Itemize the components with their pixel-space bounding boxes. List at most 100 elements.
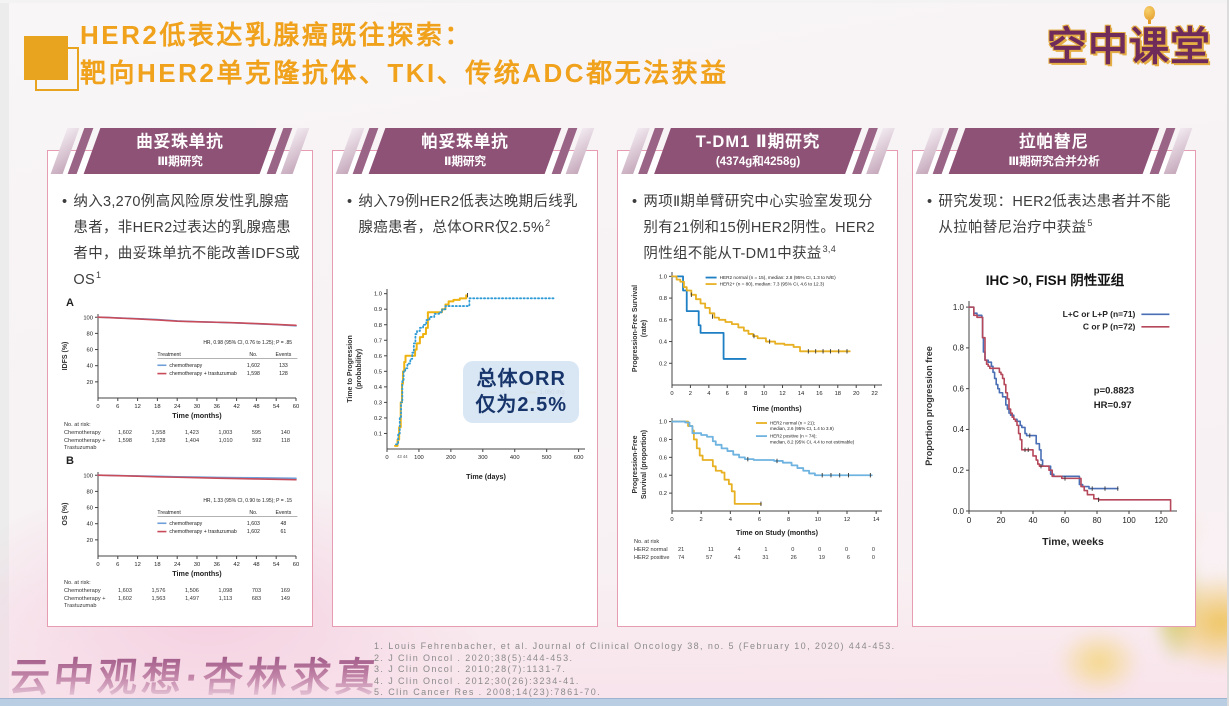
- panel-title: 帕妥珠单抗: [421, 133, 509, 152]
- panel-pertuzumab: 帕妥珠单抗 Ⅱ期研究 • 纳入79例HER2低表达晚期后线乳腺癌患者，总体ORR…: [332, 128, 598, 627]
- bullet-item: • 两项Ⅱ期单臂研究中心实验室发现分别有21例和15例HER2阴性。HER2阴性…: [630, 189, 887, 267]
- panel-title: T-DM1 Ⅱ期研究: [695, 133, 820, 152]
- window-edge-right: [1227, 0, 1229, 706]
- svg-text:12: 12: [134, 404, 140, 410]
- chart-label-a: A: [66, 297, 74, 310]
- svg-text:48: 48: [281, 521, 287, 527]
- bullet-citation: 3,4: [822, 244, 837, 255]
- svg-text:Events: Events: [275, 352, 291, 358]
- svg-text:54: 54: [273, 404, 280, 410]
- svg-text:0.6: 0.6: [659, 318, 667, 324]
- svg-text:40: 40: [87, 522, 93, 528]
- risk-table-tdm1: No. at risk HER2 normal 21 11 4 1 0 0 0 0 HER2 pos…: [634, 539, 875, 561]
- km-chart-os: 0 6 12 18 24 30 36 42 48 54 60 20 40 60 80 100 Time (mon…: [60, 468, 306, 578]
- svg-text:1,602: 1,602: [247, 530, 260, 536]
- svg-text:0.6: 0.6: [953, 385, 965, 394]
- svg-text:133: 133: [279, 363, 288, 369]
- banner-center: 曲妥珠单抗 Ⅲ期研究: [83, 128, 277, 174]
- panel-subtitle: Ⅲ期研究合并分析: [1008, 155, 1100, 168]
- svg-text:HER2+ (n = 80), median: 7.3 (9: HER2+ (n = 80), median: 7.3 (95% CI, 4.6…: [720, 282, 825, 287]
- svg-text:600: 600: [574, 455, 584, 461]
- svg-text:OS (%): OS (%): [62, 503, 69, 526]
- svg-text:500: 500: [542, 455, 552, 461]
- svg-text:chemotherapy + trastuzumab: chemotherapy + trastuzumab: [169, 372, 236, 378]
- reference-line: 1. Louis Fehrenbacher, et al. Journal of…: [374, 641, 896, 651]
- svg-text:24: 24: [174, 562, 181, 568]
- svg-text:Time (months): Time (months): [172, 569, 222, 578]
- svg-text:300: 300: [478, 455, 488, 461]
- bullet-citation: 5: [1087, 218, 1093, 229]
- svg-text:chemotherapy + trastuzumab: chemotherapy + trastuzumab: [169, 530, 236, 536]
- svg-text:14: 14: [873, 517, 880, 523]
- svg-text:42: 42: [233, 562, 239, 568]
- svg-text:(rate): (rate): [641, 320, 648, 338]
- svg-text:48: 48: [253, 562, 259, 568]
- panel-banner: 帕妥珠单抗 Ⅱ期研究: [335, 128, 595, 174]
- svg-text:18: 18: [154, 404, 160, 410]
- panel-title: 拉帕替尼: [1019, 133, 1089, 152]
- window-edge-left: [0, 0, 9, 706]
- svg-text:60: 60: [293, 404, 299, 410]
- reference-line: 3. J Clin Oncol . 2010;28(7):1131-7.: [374, 664, 567, 675]
- bullet-citation: 1: [95, 270, 102, 281]
- lapatinib-km-chart: 0 20 40 60 80 100 120 0.0 0.2 0.4 0.6 0.8 1.0 Time, w…: [925, 295, 1189, 547]
- svg-text:0.8: 0.8: [659, 296, 667, 302]
- svg-text:0.4: 0.4: [659, 340, 668, 346]
- tdm1-pfs-chart-1: 0 2 4 6 8 10 12 14 16 18 20 22 0.2 0.4 0.6 0.8 1.0 Time (…: [630, 267, 892, 413]
- svg-text:4: 4: [707, 391, 711, 397]
- bullet-item: • 纳入79例HER2低表达晚期后线乳腺癌患者，总体ORR仅2.5%2: [345, 189, 587, 241]
- slide-title: HER2低表达乳腺癌既往探索： 靶向HER2单克隆抗体、TKI、传统ADC都无法…: [80, 16, 729, 92]
- svg-text:12: 12: [844, 517, 850, 523]
- svg-text:16: 16: [816, 391, 822, 397]
- banner-center: T-DM1 Ⅱ期研究 (4374g和4258g): [653, 128, 862, 174]
- balloon-icon: [1144, 6, 1155, 24]
- bullet-text: 两项Ⅱ期单臂研究中心实验室发现分别有21例和15例HER2阴性。HER2阴性组不…: [643, 194, 876, 263]
- svg-text:1,602: 1,602: [247, 363, 260, 369]
- svg-text:Treatment: Treatment: [157, 510, 181, 516]
- svg-text:80: 80: [87, 490, 93, 496]
- title-square-icon: [24, 36, 84, 96]
- svg-text:100: 100: [83, 474, 93, 480]
- svg-text:4: 4: [729, 517, 733, 523]
- bullet-item: • 纳入3,270例高风险原发性乳腺癌患者，非HER2过表达的乳腺癌患者中，曲妥…: [60, 189, 302, 293]
- svg-text:0.4: 0.4: [659, 474, 668, 480]
- svg-text:Time, weeks: Time, weeks: [1042, 536, 1104, 547]
- svg-text:0: 0: [96, 404, 99, 410]
- svg-text:HER2 normal (n = 15), median:: HER2 normal (n = 15), median: 2.8 (95% C…: [720, 275, 837, 280]
- panel-lapatinib: 拉帕替尼 Ⅲ期研究合并分析 • 研究发现：HER2低表达患者并不能从拉帕替尼治疗…: [912, 128, 1196, 627]
- svg-text:0: 0: [670, 391, 673, 397]
- svg-text:Proportion progression free: Proportion progression free: [925, 346, 934, 466]
- bullet-text: 纳入79例HER2低表达晚期后线乳腺癌患者，总体ORR仅2.5%: [358, 194, 578, 237]
- banner-center: 帕妥珠单抗 Ⅱ期研究: [368, 128, 562, 174]
- panel-banner: 拉帕替尼 Ⅲ期研究合并分析: [915, 128, 1193, 174]
- svg-text:Time on Study (months): Time on Study (months): [736, 528, 819, 537]
- svg-text:1.0: 1.0: [659, 420, 667, 426]
- svg-text:0.4: 0.4: [953, 425, 965, 434]
- svg-text:0.1: 0.1: [374, 432, 382, 438]
- svg-text:18: 18: [835, 391, 841, 397]
- bullet-text: 纳入3,270例高风险原发性乳腺癌患者，非HER2过表达的乳腺癌患者中，曲妥珠单…: [73, 194, 301, 289]
- svg-text:54: 54: [273, 562, 280, 568]
- references: 1. Louis Fehrenbacher, et al. Journal of…: [374, 641, 896, 699]
- svg-text:0.9: 0.9: [374, 307, 382, 313]
- svg-text:(probability): (probability): [356, 349, 363, 389]
- svg-text:100: 100: [414, 455, 424, 461]
- panel-subtitle: Ⅲ期研究: [157, 155, 203, 168]
- panel-subtitle: (4374g和4258g): [715, 155, 800, 168]
- svg-text:HR, 0.98 (95% CI, 0.76 to 1.25: HR, 0.98 (95% CI, 0.76 to 1.25); P = .85: [203, 341, 292, 347]
- svg-text:400: 400: [510, 455, 520, 461]
- svg-text:30: 30: [194, 562, 200, 568]
- svg-text:20: 20: [853, 391, 859, 397]
- orr-callout-line2: 仅为2.5%: [475, 394, 568, 417]
- svg-text:24: 24: [174, 404, 181, 410]
- km-chart-idfs: 0 6 12 18 24 30 36 42 48 54 60 20 40 60 80 100 Time (mon…: [60, 310, 306, 420]
- bullet-dot: •: [62, 194, 68, 210]
- svg-text:HER2 normal (n = 21);: HER2 normal (n = 21);: [770, 421, 815, 426]
- panel-banner: T-DM1 Ⅱ期研究 (4374g和4258g): [620, 128, 895, 174]
- svg-text:0.0: 0.0: [953, 507, 965, 516]
- svg-text:HER2 positive (n = 74);: HER2 positive (n = 74);: [770, 434, 817, 439]
- reference-line: 5. Clin Cancer Res . 2008;14(23):7861-70…: [374, 687, 601, 698]
- svg-text:0.8: 0.8: [374, 323, 382, 329]
- svg-text:1.0: 1.0: [659, 275, 667, 281]
- svg-text:0.3: 0.3: [374, 401, 382, 407]
